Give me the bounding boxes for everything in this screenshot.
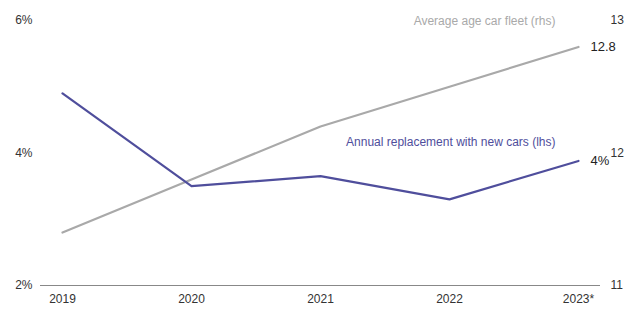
svg-text:13: 13: [611, 13, 625, 27]
svg-text:6%: 6%: [15, 13, 33, 27]
svg-text:4%: 4%: [591, 153, 610, 168]
svg-text:2021: 2021: [307, 292, 334, 306]
svg-text:4%: 4%: [15, 146, 33, 160]
svg-text:12: 12: [611, 146, 625, 160]
svg-text:Average age car fleet (rhs): Average age car fleet (rhs): [414, 14, 556, 28]
svg-text:2019: 2019: [49, 292, 76, 306]
svg-text:11: 11: [611, 278, 624, 292]
svg-text:2020: 2020: [178, 292, 205, 306]
svg-text:2%: 2%: [15, 278, 33, 292]
svg-text:Annual replacement with new ca: Annual replacement with new cars (lhs): [346, 135, 555, 149]
svg-text:12.8: 12.8: [591, 39, 616, 54]
svg-text:2022: 2022: [436, 292, 463, 306]
svg-text:2023*: 2023*: [563, 292, 595, 306]
